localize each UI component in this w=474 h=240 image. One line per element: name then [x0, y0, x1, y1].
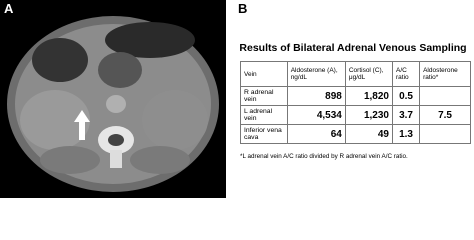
header-cell: Cortisol (C), μg/dL	[344, 61, 393, 87]
results-table: Vein Aldosterone (A), ng/dL Cortisol (C), …	[240, 61, 471, 144]
table-row: Inferior vena cava 64 49 1.3	[240, 124, 471, 144]
footnote: *L adrenal vein A/C ratio divided by R a…	[240, 153, 408, 160]
value-cell: 0.5	[391, 86, 421, 106]
value-cell: 7.5	[419, 105, 471, 125]
table-body: R adrenal vein 898 1,820 0.5 L adrenal vein 4…	[240, 86, 471, 144]
ct-scan-image	[0, 0, 226, 198]
panel-label: A	[4, 1, 14, 16]
figure: A B Results of Bilateral Adrenal Venous …	[0, 0, 471, 198]
header-cell: Aldosterone ratio*	[419, 61, 471, 87]
value-cell: 4,534	[286, 105, 346, 125]
header-row: Vein Aldosterone (A), ng/dL Cortisol (C), …	[240, 61, 471, 87]
table-row: R adrenal vein 898 1,820 0.5	[240, 86, 471, 106]
value-cell	[419, 86, 471, 106]
vein-cell: Inferior vena cava	[240, 124, 288, 144]
value-cell: 3.7	[391, 105, 421, 125]
vein-cell: L adrenal vein	[240, 105, 288, 125]
panel-label: B	[238, 1, 248, 16]
header-cell: Vein	[240, 61, 288, 87]
value-cell: 898	[286, 86, 346, 106]
table-row: L adrenal vein 4,534 1,230 3.7 7.5	[240, 105, 471, 125]
value-cell: 1,820	[344, 86, 393, 106]
header-cell: A/C ratio	[391, 61, 421, 87]
value-cell: 49	[344, 124, 393, 144]
vein-cell: R adrenal vein	[240, 86, 288, 106]
value-cell: 64	[286, 124, 346, 144]
header-cell: Aldosterone (A), ng/dL	[286, 61, 346, 87]
value-cell: 1.3	[391, 124, 421, 144]
table-title: Results of Bilateral Adrenal Venous Samp…	[239, 42, 467, 54]
value-cell: 1,230	[344, 105, 393, 125]
value-cell	[419, 124, 471, 144]
